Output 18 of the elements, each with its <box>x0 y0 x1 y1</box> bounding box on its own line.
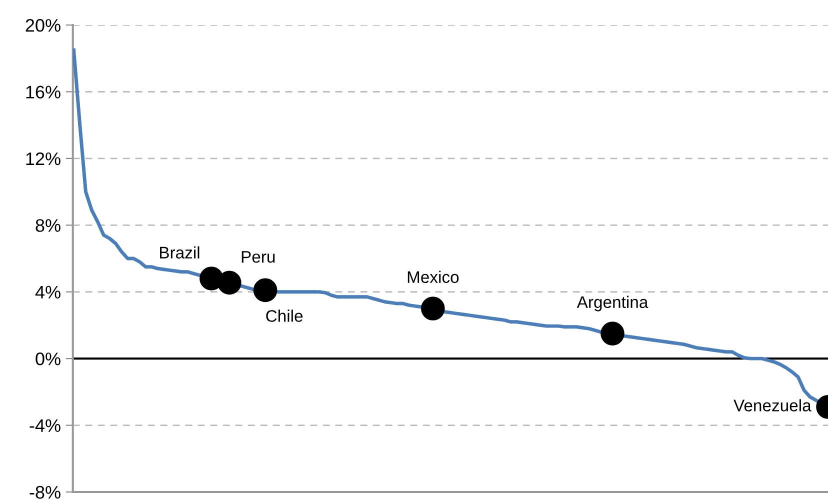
y-tick-label: 12% <box>26 152 60 166</box>
y-tick-label: 20% <box>26 18 60 32</box>
series-label: Peru <box>242 251 275 263</box>
series-label: Chile <box>266 310 303 322</box>
point <box>253 278 278 302</box>
series-label: Argentina <box>576 296 648 312</box>
series-label: Brazil <box>160 246 200 259</box>
point <box>421 296 445 320</box>
y-tick-label: 4% <box>35 286 60 299</box>
y-tick-label: 16% <box>26 86 60 98</box>
series-label: Mexico <box>408 270 459 284</box>
y-tick-label: 8% <box>36 219 60 232</box>
point <box>600 322 624 346</box>
series-label: Venezuela <box>734 399 812 412</box>
y-tick-label: -8% <box>30 486 60 499</box>
y-tick-label: 0% <box>36 352 60 366</box>
y-tick-label: -4% <box>30 419 60 432</box>
point <box>218 270 242 295</box>
